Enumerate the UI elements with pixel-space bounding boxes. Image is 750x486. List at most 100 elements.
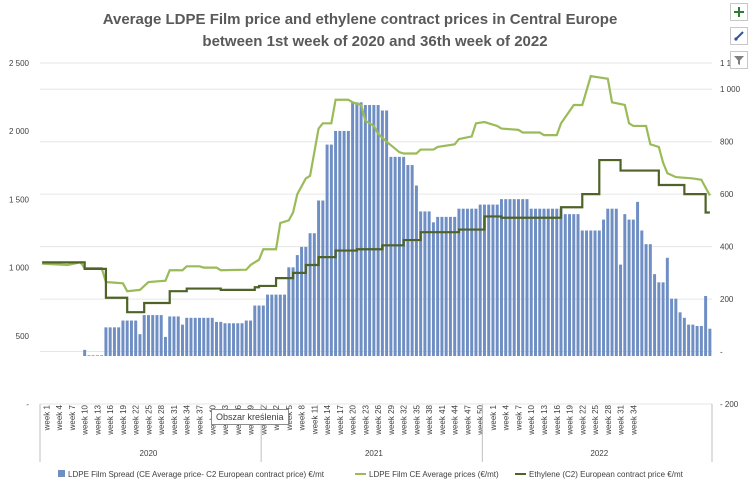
bar	[580, 230, 584, 356]
bar	[627, 219, 631, 356]
plus-icon	[734, 7, 744, 17]
bar	[270, 294, 274, 356]
bar	[206, 317, 210, 356]
bar	[121, 320, 125, 356]
bar	[95, 355, 99, 356]
bar	[112, 327, 116, 356]
bar	[202, 317, 206, 356]
x-tick-label: week 31	[170, 404, 179, 435]
x-tick-label: week 7	[514, 404, 523, 431]
x-tick-label: week 19	[566, 404, 575, 435]
x-tick-label: week 4	[55, 404, 64, 431]
x-tick-label: week 25	[591, 404, 600, 435]
bar	[321, 200, 325, 356]
left-tick-label: 1 500	[9, 195, 30, 204]
bar	[423, 211, 427, 356]
x-tick-label: week 34	[183, 404, 192, 435]
bar	[593, 230, 597, 356]
bar	[674, 298, 678, 356]
bar	[419, 211, 423, 356]
bar	[444, 216, 448, 356]
bar	[448, 216, 452, 356]
bar	[138, 334, 142, 356]
bar	[236, 323, 240, 356]
bar	[623, 214, 627, 356]
bar	[278, 294, 282, 356]
bar	[602, 219, 606, 356]
add-chart-element-button[interactable]	[730, 3, 748, 21]
bar	[572, 214, 576, 356]
bar	[657, 282, 661, 356]
right-tick-label: 600	[720, 190, 734, 199]
chart-style-button[interactable]	[730, 27, 748, 45]
bar	[470, 208, 474, 356]
x-tick-label: week 4	[502, 404, 511, 431]
x-tick-label: week 50	[476, 404, 485, 435]
bar	[491, 204, 495, 356]
bar	[300, 246, 304, 356]
bar	[223, 323, 227, 356]
x-tick-label: week 22	[578, 404, 587, 435]
x-tick-label: week 10	[81, 404, 90, 435]
x-tick-label: week 1	[42, 404, 51, 431]
bar	[682, 317, 686, 356]
x-tick-label: week 26	[374, 404, 383, 435]
bar	[334, 130, 338, 356]
bar	[559, 208, 563, 356]
bar	[487, 204, 491, 356]
x-tick-label: week 8	[298, 404, 307, 431]
bar	[542, 208, 546, 356]
filter-icon	[734, 56, 744, 65]
x-tick-label: week 1	[489, 404, 498, 431]
bar	[180, 324, 184, 356]
bar	[363, 105, 367, 356]
bar	[274, 294, 278, 356]
x-tick-label: week 44	[451, 404, 460, 435]
bar	[261, 305, 265, 356]
bar	[176, 316, 180, 356]
x-tick-label: week 20	[349, 404, 358, 435]
plot-area-tooltip: Obszar kreślenia	[211, 409, 289, 425]
bar	[240, 323, 244, 356]
right-tick-label: -	[720, 348, 723, 357]
bar	[389, 156, 393, 356]
x-tick-label: week 34	[629, 404, 638, 435]
x-tick-label: week 28	[157, 404, 166, 435]
year-label: 2020	[140, 449, 158, 458]
x-tick-label: week 31	[617, 404, 626, 435]
bar	[351, 102, 355, 357]
x-tick-label: week 32	[400, 404, 409, 435]
bar	[317, 200, 321, 356]
bar	[478, 204, 482, 356]
bar	[155, 315, 159, 356]
x-tick-label: week 10	[527, 404, 536, 435]
line-ldpe-film-ce-average	[42, 74, 711, 293]
bar	[589, 230, 593, 356]
bar	[508, 199, 512, 356]
right-axis: 1 1 1 000 800 600 400 200 - - 200	[720, 59, 741, 409]
bar	[648, 244, 652, 356]
bar	[461, 208, 465, 356]
bar	[129, 320, 133, 356]
right-tick-label: 400	[720, 243, 734, 252]
bar	[266, 294, 270, 356]
chart-filter-button[interactable]	[730, 51, 748, 69]
bar	[215, 321, 218, 356]
bar	[104, 327, 108, 356]
bar	[249, 320, 253, 356]
bar	[406, 165, 410, 356]
left-tick-label: 2 000	[9, 127, 30, 136]
x-tick-label: week 28	[604, 404, 613, 435]
bar	[325, 144, 329, 356]
bar	[193, 317, 197, 356]
bar	[376, 105, 380, 356]
bar	[380, 110, 384, 356]
bar	[453, 216, 457, 356]
bar	[431, 222, 435, 356]
bar	[312, 233, 316, 356]
bar	[708, 328, 712, 356]
bar	[512, 199, 516, 356]
left-tick-label: 1 000	[9, 264, 30, 273]
right-tick-label: 200	[720, 295, 734, 304]
